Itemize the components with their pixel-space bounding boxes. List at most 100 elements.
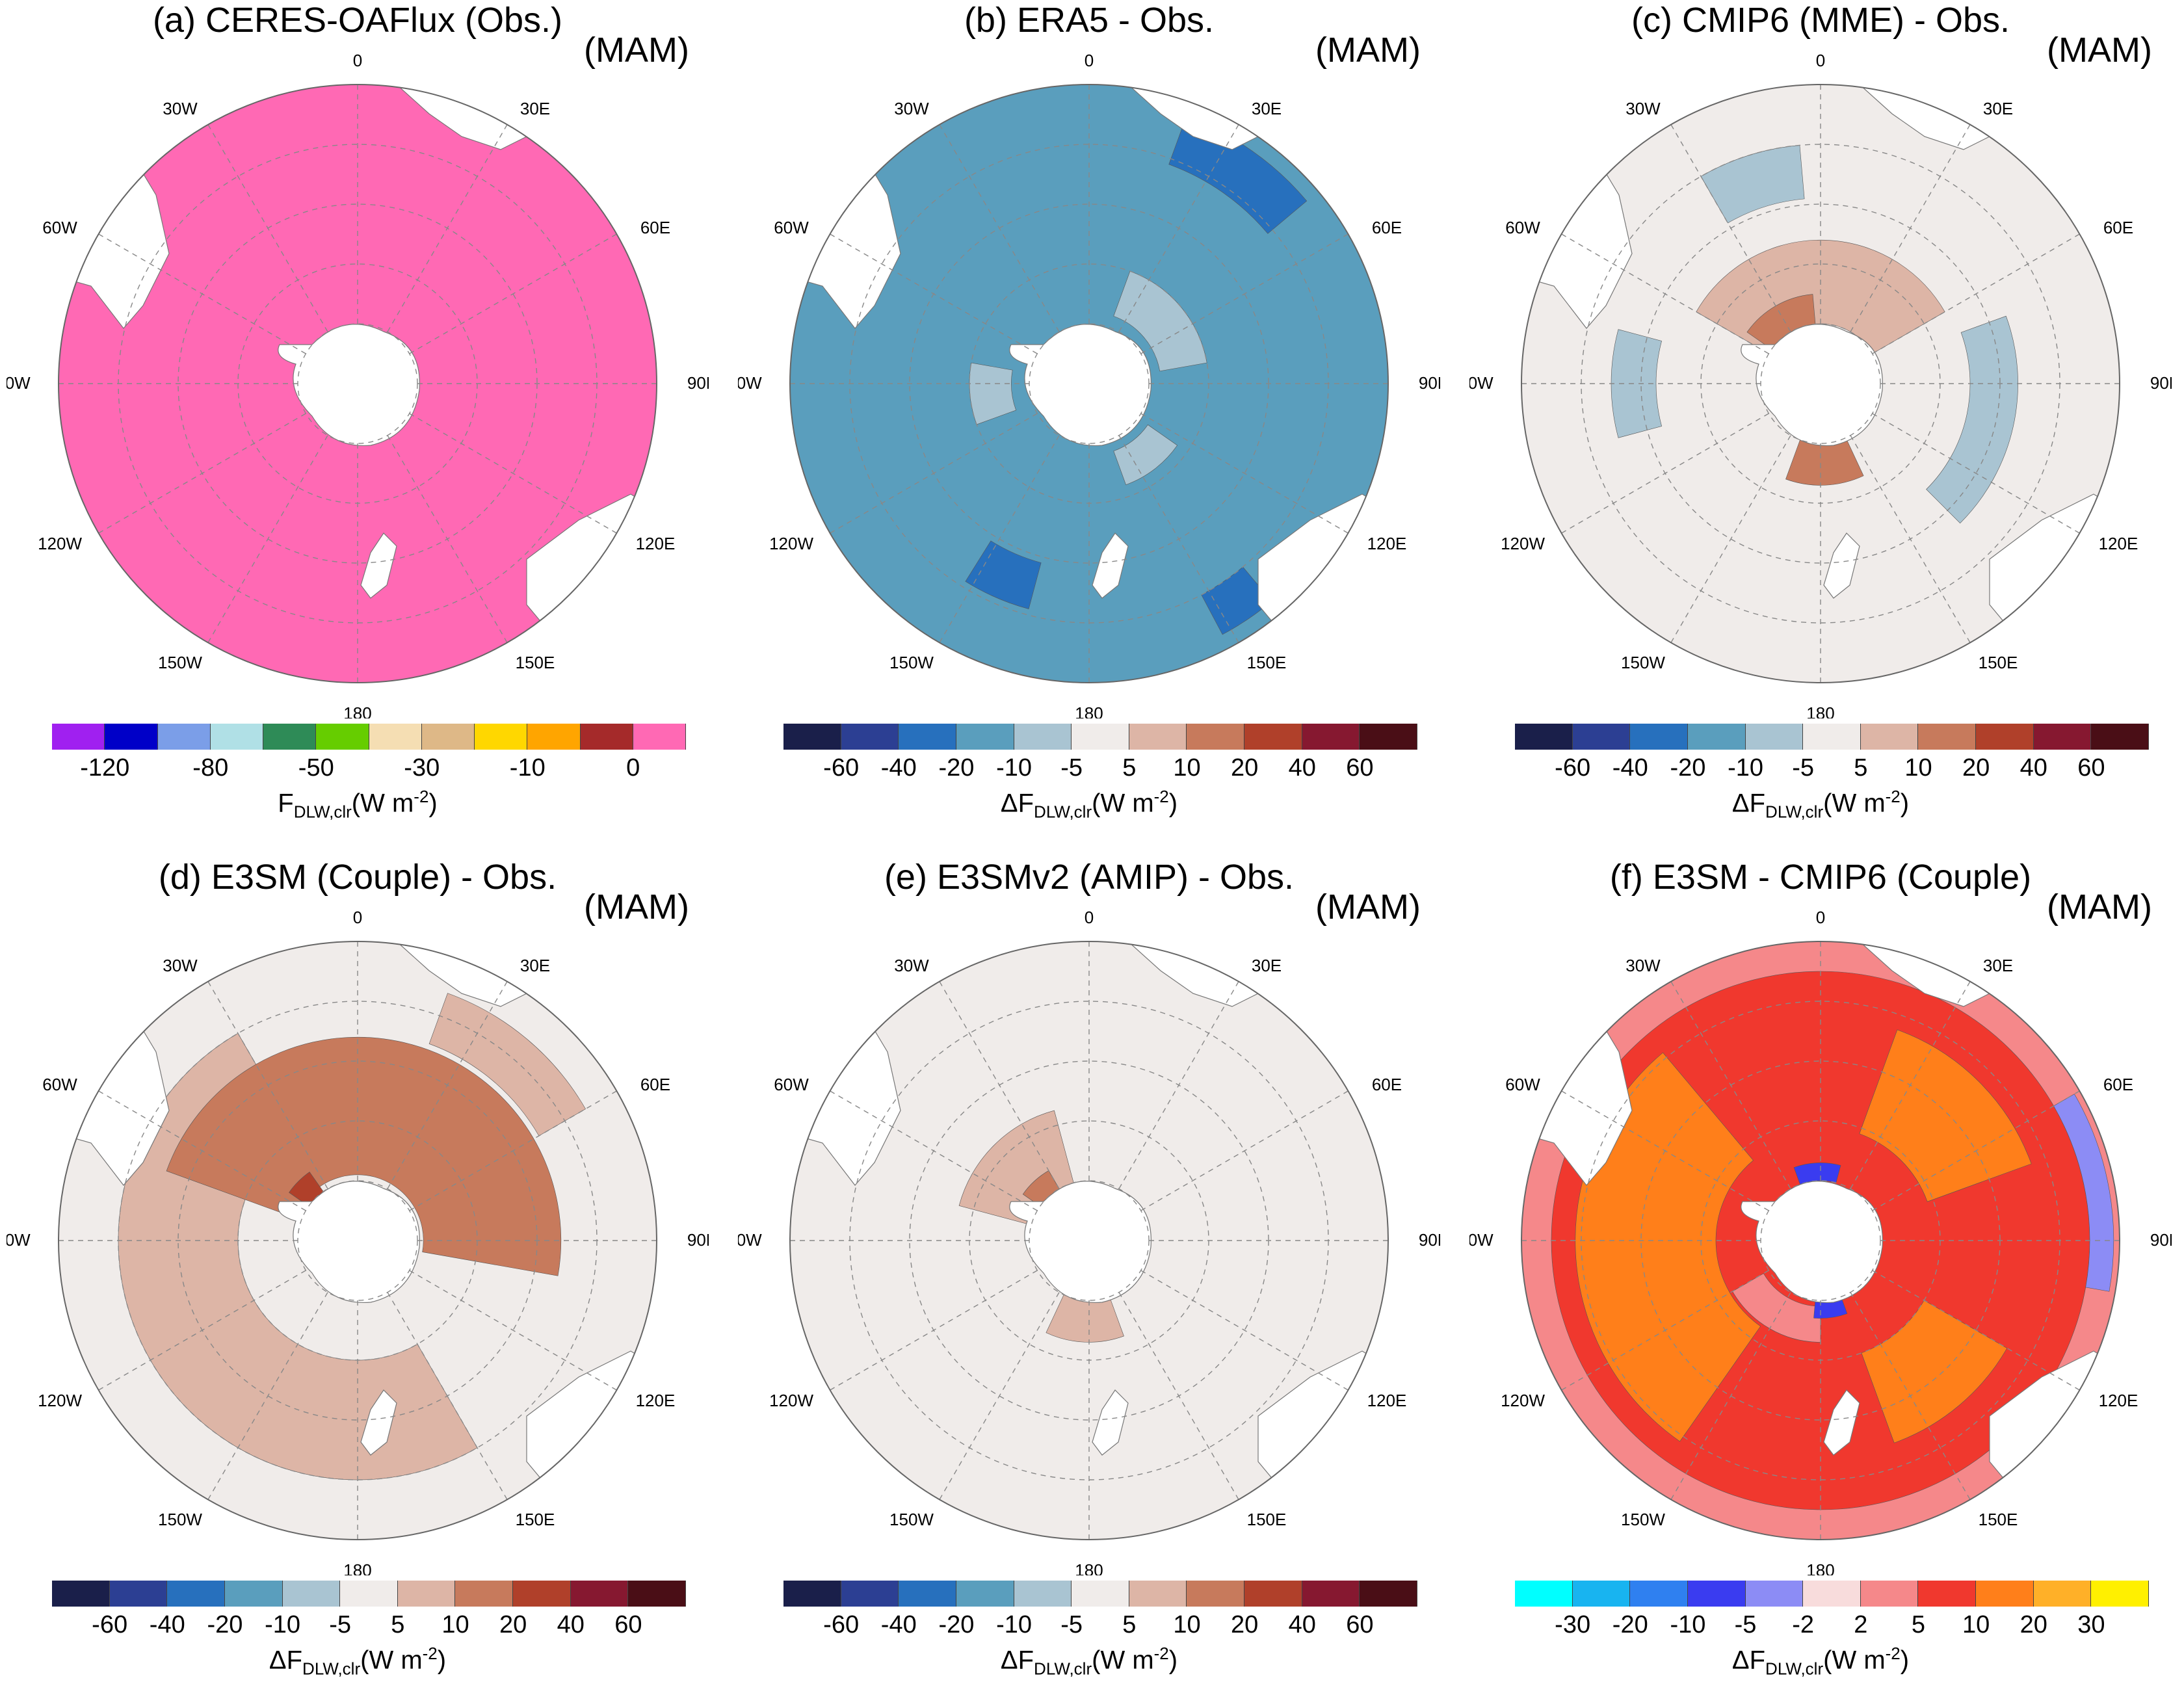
longitude-label: 30W: [163, 99, 198, 118]
colorbar-tick-label: 10: [1962, 1611, 1990, 1638]
colorbar-tick-label: -30: [1555, 1611, 1591, 1638]
meridian-gridline: [207, 124, 328, 332]
colorbar: [52, 724, 686, 750]
colorbar-swatch: [1515, 724, 1573, 750]
colorbar-swatch: [1860, 1581, 1919, 1607]
colorbar-tick-label: -10: [996, 1611, 1032, 1638]
colorbar-swatch: [527, 724, 581, 750]
colorbar-tick-label: -60: [92, 1611, 128, 1638]
meridian-gridline: [1140, 413, 1349, 534]
longitude-label: 30E: [1983, 99, 2013, 118]
longitude-label: 60W: [1505, 218, 1540, 237]
colorbar-swatch: [1187, 1581, 1245, 1607]
anomaly-region: [965, 540, 1042, 609]
colorbar-tick-label: -30: [404, 754, 440, 782]
meridian-gridline: [1872, 233, 2080, 354]
polar-map: 0 30E 60E 90E 120E 150E 180 150W 120W 90W 60W 30W: [7, 908, 709, 1575]
panel-title: (a) CERES-OAFlux (Obs.): [152, 1, 563, 40]
meridian-gridline: [1850, 1292, 1971, 1500]
colorbar-swatch: [421, 724, 475, 750]
longitude-label: 60E: [2103, 1075, 2133, 1094]
colorbar-tick-label: -60: [823, 754, 860, 782]
colorbar: [783, 724, 1417, 750]
longitude-label: 150E: [516, 1510, 555, 1529]
colorbar-swatch: [1687, 1581, 1746, 1607]
longitude-label: 60E: [2103, 218, 2133, 237]
land-mask: [578, 970, 602, 1014]
meridian-gridline: [98, 233, 306, 354]
longitude-label: 150E: [1247, 653, 1287, 672]
anomaly-region: [1611, 329, 1662, 438]
colorbar-swatch: [1745, 1581, 1804, 1607]
colorbar-tick-label: 10: [1904, 754, 1932, 782]
colorbar-label: ΔFDLW,clr(W m-2): [1731, 1644, 1910, 1679]
colorbar-swatch: [1976, 1581, 2034, 1607]
polar-map: 0 30E 60E 90E 120E 150E 180 150W 120W 90W 60W 30W: [1469, 908, 2172, 1575]
meridian-gridline: [830, 413, 1038, 534]
colorbar-tick-label: -10: [996, 754, 1032, 782]
longitude-label: 60W: [1505, 1075, 1540, 1094]
meridian-gridline: [1561, 1090, 1769, 1211]
colorbar-ticks: -60 -40 -20 -10 -5 5 10 20 40 60: [783, 754, 1417, 787]
longitude-label: 90E: [1419, 1230, 1440, 1250]
meridian-gridline: [1850, 124, 1971, 332]
colorbar-ticks: -60 -40 -20 -10 -5 5 10 20 40 60: [783, 1611, 1417, 1644]
colorbar-tick-label: -10: [1670, 1611, 1706, 1638]
land-mask: [2041, 970, 2065, 1014]
meridian-gridline: [939, 124, 1060, 332]
polar-map: 0 30E 60E 90E 120E 150E 180 150W 120W 90W 60W 30W: [7, 51, 709, 718]
longitude-label: 60W: [774, 1075, 809, 1094]
colorbar-swatch: [2033, 1581, 2092, 1607]
longitude-label: 150E: [1979, 1510, 2018, 1529]
colorbar-swatch: [52, 1581, 110, 1607]
colorbar-swatch: [570, 1581, 629, 1607]
meridian-gridline: [387, 1292, 508, 1500]
meridian-gridline: [1872, 1090, 2080, 1211]
colorbar-tick-label: 5: [1854, 754, 1868, 782]
longitude-label: 90W: [1469, 1230, 1493, 1250]
meridian-gridline: [409, 233, 617, 354]
colorbar-swatch: [1014, 1581, 1072, 1607]
colorbar-swatch: [580, 724, 633, 750]
longitude-label: 90W: [7, 373, 31, 393]
meridian-gridline: [207, 435, 328, 643]
land-mask: [1309, 970, 1334, 1014]
colorbar-swatch: [1572, 1581, 1631, 1607]
meridian-gridline: [409, 413, 617, 534]
land-mask: [1309, 113, 1334, 157]
longitude-label: 90E: [687, 1230, 709, 1250]
longitude-label: 60E: [1372, 1075, 1402, 1094]
antarctica: [1741, 1181, 1883, 1304]
meridian-gridline: [387, 124, 508, 332]
longitude-label: 0: [353, 908, 362, 927]
meridian-gridline: [98, 1270, 306, 1391]
colorbar-tick-label: -60: [1555, 754, 1591, 782]
colorbar-tick-label: 0: [626, 754, 640, 782]
colorbar-swatch: [1072, 1581, 1129, 1607]
colorbar-tick-label: -60: [823, 1611, 860, 1638]
colorbar-tick-label: -40: [149, 1611, 185, 1638]
longitude-label: 120E: [2099, 1391, 2138, 1410]
meridian-gridline: [830, 1270, 1038, 1391]
meridian-gridline: [409, 1090, 617, 1211]
longitude-label: 120E: [636, 1391, 676, 1410]
colorbar-tick-label: -10: [265, 1611, 300, 1638]
colorbar-swatch: [1302, 724, 1360, 750]
colorbar-tick-label: -20: [207, 1611, 243, 1638]
panel-title: (b) ERA5 - Obs.: [964, 1, 1215, 40]
colorbar-swatch: [2091, 1581, 2149, 1607]
colorbar-swatch: [1244, 1581, 1302, 1607]
antarctica: [1741, 324, 1883, 447]
panel-c: (c) CMIP6 (MME) - Obs. (MAM) 0 30E 60E 90E 120…: [1469, 0, 2172, 821]
colorbar-tick-label: 60: [614, 1611, 642, 1638]
colorbar-tick-label: -5: [1060, 1611, 1083, 1638]
land-mask: [1092, 532, 1129, 599]
land-mask: [2041, 113, 2065, 157]
longitude-label: 120E: [636, 534, 676, 553]
colorbar-swatch: [2033, 724, 2092, 750]
colorbar-swatch: [1918, 724, 1977, 750]
colorbar-swatch: [1976, 724, 2034, 750]
longitude-label: 180: [343, 1560, 371, 1575]
colorbar-swatch: [1803, 724, 1861, 750]
colorbar-swatch: [282, 1581, 341, 1607]
